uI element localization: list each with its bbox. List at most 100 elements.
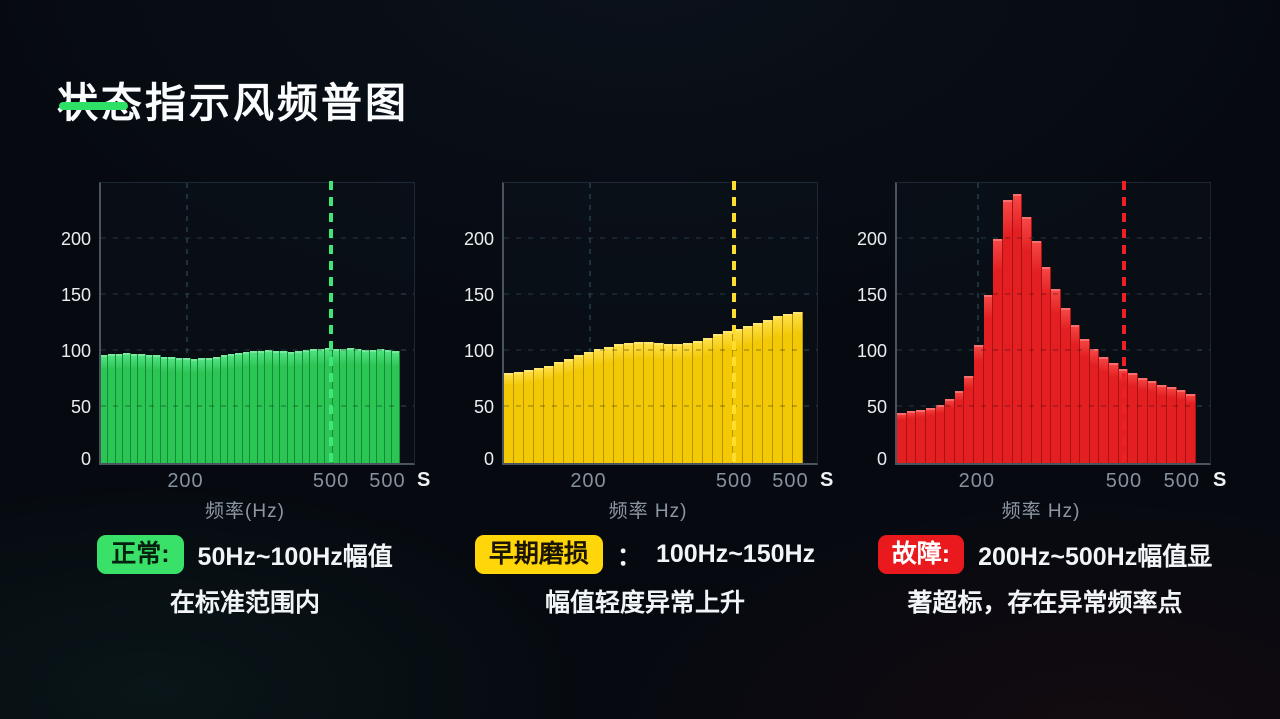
spectrum-bar (242, 352, 251, 463)
spectrum-bar (250, 351, 258, 463)
spectrum-bar (533, 367, 544, 463)
spectrum-bar (1099, 356, 1110, 463)
threshold-dashed-line (329, 181, 334, 463)
x-axis-tick-label: 500 (1105, 470, 1143, 492)
spectrum-bar (1022, 216, 1032, 463)
spectrum-bar (513, 372, 524, 463)
x-axis-tick-label: 500 (312, 470, 350, 492)
spectrum-bar (198, 357, 206, 463)
gridline-over-bars (897, 293, 1196, 295)
spectrum-bar (1070, 325, 1081, 463)
y-axis-tick-label: 100 (463, 341, 494, 361)
spectrum-bar (653, 343, 664, 463)
gridline-over-bars (897, 349, 1196, 351)
spectrum-bar (613, 344, 624, 463)
spectrum-bar (272, 351, 281, 463)
caption-line1: 50Hz~100Hz幅值 (197, 542, 393, 571)
spectrum-bar (123, 353, 131, 463)
y-axis-tick-label: 100 (60, 341, 91, 361)
reference-gridline-200hz (588, 183, 591, 463)
caption-line2: 在标准范围内 (169, 589, 320, 617)
spectrum-bar (633, 342, 644, 463)
spectrum-bar (332, 348, 340, 463)
y-axis-tick-label: 200 (60, 229, 91, 249)
spectrum-bar (310, 348, 318, 463)
y-axis-tick-label: 150 (856, 285, 887, 305)
spectrum-bar (1080, 338, 1090, 463)
spectrum-bar (369, 349, 378, 463)
spectrum-bar (384, 349, 393, 463)
horizontal-gridline (504, 237, 817, 239)
spectrum-bar (783, 314, 794, 463)
spectrum-bar (168, 356, 176, 463)
chart-panel-early-wear: S 频率 Hz) 0 50 100 150 200 200 500 500 (464, 181, 833, 522)
spectrum-bar (543, 365, 554, 463)
spectrum-bar (287, 352, 296, 463)
spectrum-bar (295, 351, 303, 463)
gridline-over-bars (504, 349, 803, 351)
y-axis-tick-label: 100 (856, 341, 887, 361)
spectrum-bar (302, 349, 311, 463)
y-axis-tick-label: 50 (473, 397, 494, 417)
caption-fault: 故障: 200Hz~500Hz幅值显 著超标，存在异常频率点 (845, 535, 1245, 619)
spectrum-bar (1060, 308, 1071, 463)
spectrum-bar (563, 358, 574, 463)
spectrum-bar (553, 362, 564, 463)
spectrum-bar (693, 340, 704, 463)
spectrum-bar (340, 348, 348, 463)
threshold-dashed-line (1121, 181, 1126, 463)
caption-line1: 200Hz~500Hz幅值显 (978, 542, 1213, 571)
gridline-over-bars (897, 405, 1196, 407)
spectrum-bar (773, 316, 784, 463)
spectrum-bar (1003, 199, 1013, 463)
spectrum-bar (1041, 267, 1052, 463)
status-badge-fault: 故障: (877, 535, 965, 574)
y-axis-tick-label: 150 (60, 285, 91, 305)
spectrum-bar (160, 356, 169, 463)
x-axis-unit-label: S (820, 469, 834, 491)
threshold-dashed-line (732, 181, 737, 463)
spectrum-bar (983, 295, 994, 463)
status-badge-early-wear: 早期磨损 (474, 535, 603, 574)
horizontal-gridline (101, 349, 414, 351)
x-axis-title: 频率 Hz) (608, 501, 688, 522)
spectrum-bar (935, 404, 946, 463)
spectrum-bar (280, 351, 288, 463)
horizontal-gridline (101, 293, 414, 295)
spectrum-bar (504, 373, 514, 463)
page-title: 状态指示风频普图 (57, 80, 409, 127)
spectrum-bars-early-wear (504, 183, 804, 463)
spectrum-bar (130, 354, 139, 463)
spectrum-bar (945, 399, 955, 463)
horizontal-gridline (504, 293, 817, 295)
spectrum-bar (175, 357, 184, 463)
x-axis-title: 频率 Hz) (1001, 501, 1081, 522)
spectrum-bar (573, 355, 584, 463)
spectrum-bar (115, 354, 124, 463)
spectrum-bar (897, 412, 907, 463)
spectrum-bar (733, 328, 744, 463)
spectrum-bar (145, 355, 154, 463)
spectrum-bar (220, 355, 228, 463)
spectrum-bar (347, 347, 355, 463)
y-axis-tick-label: 0 (483, 449, 494, 469)
spectrum-bar (183, 357, 191, 463)
spectrum-bar (1176, 390, 1187, 463)
spectrum-bar (663, 344, 674, 463)
spectrum-bar (1109, 363, 1119, 463)
gridline-over-bars (897, 237, 1196, 239)
spectrum-bar (354, 348, 363, 463)
spectrum-bar (925, 408, 936, 463)
spectrum-bar (362, 349, 370, 463)
x-axis-unit-label: S (1213, 469, 1227, 491)
spectrum-bar (603, 346, 614, 463)
spectrum-bar (583, 352, 594, 463)
reference-gridline-200hz (185, 183, 188, 463)
spectrum-bar (916, 410, 926, 463)
spectrum-bar (954, 391, 965, 463)
y-axis-tick-label: 150 (463, 285, 494, 305)
spectrum-bar (227, 354, 236, 463)
reference-gridline-200hz (976, 183, 979, 463)
spectrum-bar (1166, 386, 1177, 463)
spectrum-bar (1089, 348, 1100, 463)
